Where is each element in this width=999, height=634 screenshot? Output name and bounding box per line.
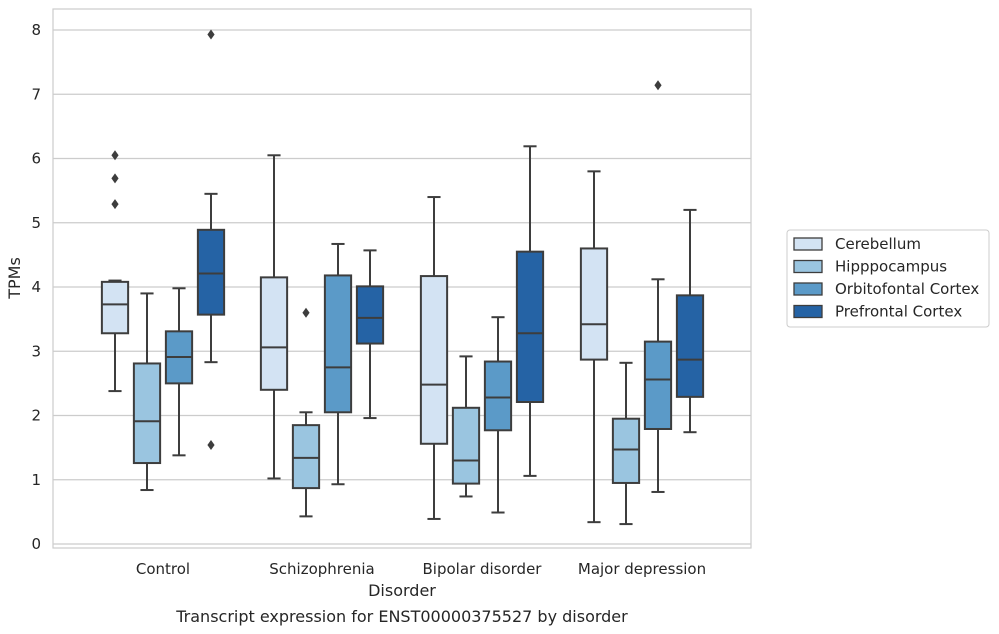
x-tick-label: Major depression (578, 560, 706, 578)
outlier-point (111, 150, 119, 161)
chart-caption: Transcript expression for ENST0000037552… (175, 607, 628, 626)
box-iqr (643, 340, 673, 430)
box (515, 145, 545, 477)
series-prefrontal-cortex (196, 29, 705, 477)
y-axis-title: TPMs (5, 257, 24, 300)
outlier-point (207, 440, 215, 451)
x-tick-label: Schizophrenia (269, 560, 374, 578)
y-tick-label: 6 (31, 150, 41, 168)
legend-frame (786, 229, 990, 328)
box-iqr (451, 406, 481, 485)
plot-frame (52, 8, 752, 549)
box-iqr (419, 275, 449, 445)
legend-swatch (793, 259, 823, 274)
box-iqr (323, 274, 353, 414)
box (675, 208, 705, 434)
legend-swatch (793, 282, 823, 296)
legend-label: Cerebellum (835, 235, 921, 253)
box (323, 242, 353, 486)
y-tick-label: 1 (31, 471, 41, 489)
box-iqr (483, 360, 513, 432)
box-iqr (579, 247, 609, 361)
box-iqr (132, 362, 162, 465)
outlier-point (302, 307, 310, 318)
outlier-point (111, 173, 119, 184)
outlier-point (654, 80, 662, 91)
box-iqr (100, 280, 130, 335)
box (355, 249, 385, 420)
box (291, 307, 321, 518)
y-tick-label: 5 (31, 214, 41, 232)
y-tick-label: 4 (31, 278, 41, 296)
series-orbitofontal-cortex (164, 80, 673, 514)
box (419, 196, 449, 520)
y-tick-label: 3 (31, 342, 41, 360)
x-tick-label: Control (136, 560, 190, 578)
box-iqr (196, 228, 226, 316)
x-tick-label: Bipolar disorder (423, 560, 543, 578)
box-iqr (291, 424, 321, 490)
box-iqr (259, 276, 289, 391)
legend-swatch (793, 304, 823, 319)
box (196, 29, 226, 451)
box (579, 170, 609, 524)
series-cerebellum (100, 150, 609, 524)
series-hipppocampus (132, 292, 641, 526)
y-tick-label: 2 (31, 407, 41, 425)
y-tick-labels: 0 1 2 3 4 5 6 7 8 (31, 21, 41, 553)
box-iqr (675, 294, 705, 398)
x-tick-labels: Control Schizophrenia Bipolar disorder Majo… (136, 560, 706, 578)
legend-label: Prefrontal Cortex (835, 303, 962, 321)
legend-items: Cerebellum Hipppocampus Orbitofontal Corte… (793, 235, 979, 321)
box (451, 355, 481, 498)
y-tick-label: 7 (31, 85, 41, 103)
box-iqr (355, 285, 385, 345)
box (483, 316, 513, 514)
box-iqr (611, 417, 641, 484)
legend-label: Orbitofontal Cortex (835, 280, 979, 298)
box (611, 361, 641, 526)
box-iqr (515, 250, 545, 404)
box (100, 150, 130, 393)
box (164, 287, 194, 457)
box (643, 80, 673, 493)
outlier-point (207, 29, 215, 40)
legend-swatch (793, 237, 823, 251)
box (132, 292, 162, 492)
plot-area-background (53, 9, 751, 548)
box-series (100, 29, 705, 526)
y-tick-label: 8 (31, 21, 41, 39)
box (259, 154, 289, 480)
legend-label: Hipppocampus (835, 258, 947, 276)
y-tick-label: 0 (31, 535, 41, 553)
outlier-point (111, 199, 119, 210)
x-axis-title: Disorder (368, 581, 436, 600)
legend: Cerebellum Hipppocampus Orbitofontal Corte… (786, 229, 990, 328)
